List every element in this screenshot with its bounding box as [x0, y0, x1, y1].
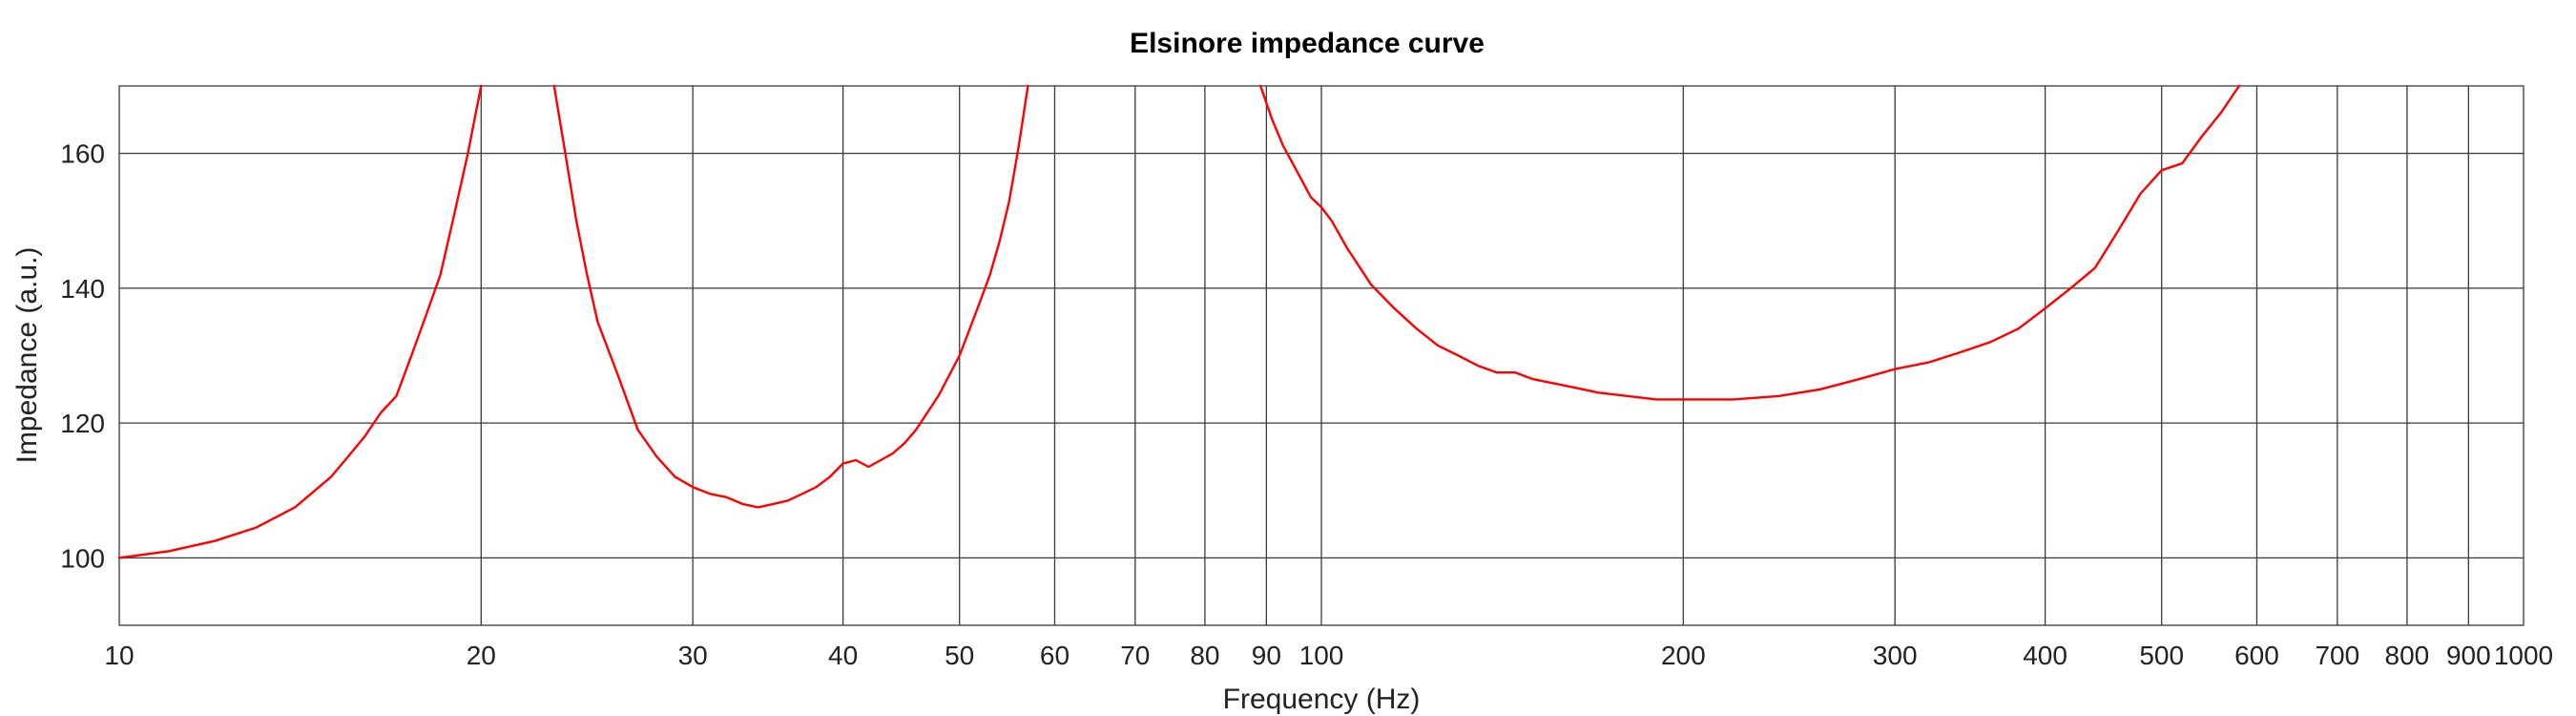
tick-labels: 10 20 30 40 50 60 70 80 90 100 200 300 400 500 600 700 8…	[60, 139, 2553, 670]
impedance-series-line	[1259, 84, 2241, 401]
x-tick-label: 30	[678, 641, 708, 670]
series-layer	[117, 84, 2241, 559]
x-tick-label: 600	[2234, 641, 2279, 670]
x-tick-label: 50	[945, 641, 974, 670]
x-tick-label: 400	[2023, 641, 2067, 670]
y-axis-label: Impedance (a.u.)	[11, 247, 43, 464]
y-tick-label: 120	[60, 409, 105, 438]
x-axis-label: Frequency (Hz)	[1223, 684, 1421, 715]
chart-title: Elsinore impedance curve	[1130, 28, 1485, 59]
x-tick-label: 800	[2385, 641, 2430, 670]
y-tick-label: 100	[60, 543, 105, 573]
y-tick-label: 140	[60, 274, 105, 304]
x-tick-label: 900	[2446, 641, 2491, 670]
x-tick-label: 20	[467, 641, 496, 670]
x-tick-label: 10	[104, 641, 134, 670]
impedance-series-line	[117, 84, 483, 559]
x-tick-label: 500	[2139, 641, 2184, 670]
grid-lines	[119, 86, 2524, 625]
x-tick-label: 300	[1873, 641, 1918, 670]
x-tick-label: 40	[828, 641, 858, 670]
x-tick-label: 700	[2315, 641, 2359, 670]
plot-frame	[118, 85, 2524, 626]
x-tick-label: 80	[1190, 641, 1219, 670]
x-tick-label: 90	[1252, 641, 1281, 670]
x-tick-label: 60	[1040, 641, 1070, 670]
y-tick-label: 160	[60, 139, 105, 169]
x-tick-label: 70	[1120, 641, 1150, 670]
impedance-series-line	[552, 84, 1029, 509]
x-tick-label: 100	[1299, 641, 1344, 670]
x-tick-label: 200	[1661, 641, 1706, 670]
x-tick-label: 1000	[2494, 641, 2553, 670]
